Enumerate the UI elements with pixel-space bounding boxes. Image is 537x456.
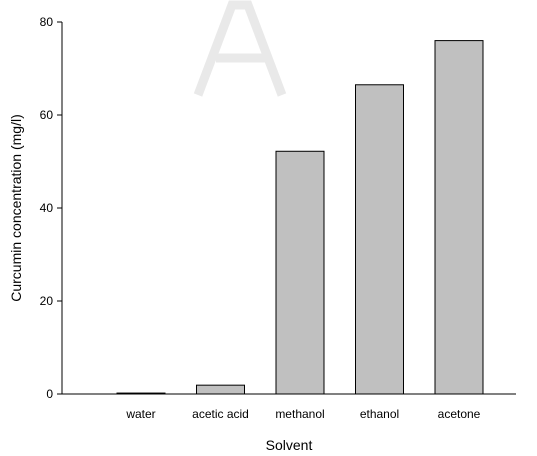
x-tick-label: acetone	[438, 407, 481, 421]
bar-water	[116, 392, 166, 395]
x-axis-ticks: water acetic acid methanol ethanol acetone	[125, 407, 480, 421]
bar-methanol	[275, 150, 325, 395]
x-tick-label: ethanol	[360, 407, 399, 421]
y-tick-label: 40	[40, 201, 54, 215]
x-tick-label: acetic acid	[192, 407, 249, 421]
y-tick-label: 20	[40, 294, 54, 308]
x-axis-label: Solvent	[266, 437, 313, 453]
y-axis-ticks: 0 20 40 60 80	[40, 15, 62, 401]
x-tick-label: methanol	[275, 407, 324, 421]
bar-ethanol	[355, 84, 404, 395]
bar-acetic-acid	[196, 384, 245, 395]
y-tick-label: 80	[40, 15, 54, 29]
x-tick-label: water	[125, 407, 155, 421]
y-tick-label: 0	[46, 387, 53, 401]
y-tick-label: 60	[40, 108, 54, 122]
bar-acetone	[434, 40, 484, 395]
y-axis-label: Curcumin concentration (mg/l)	[8, 114, 24, 302]
bars-group	[116, 40, 484, 395]
